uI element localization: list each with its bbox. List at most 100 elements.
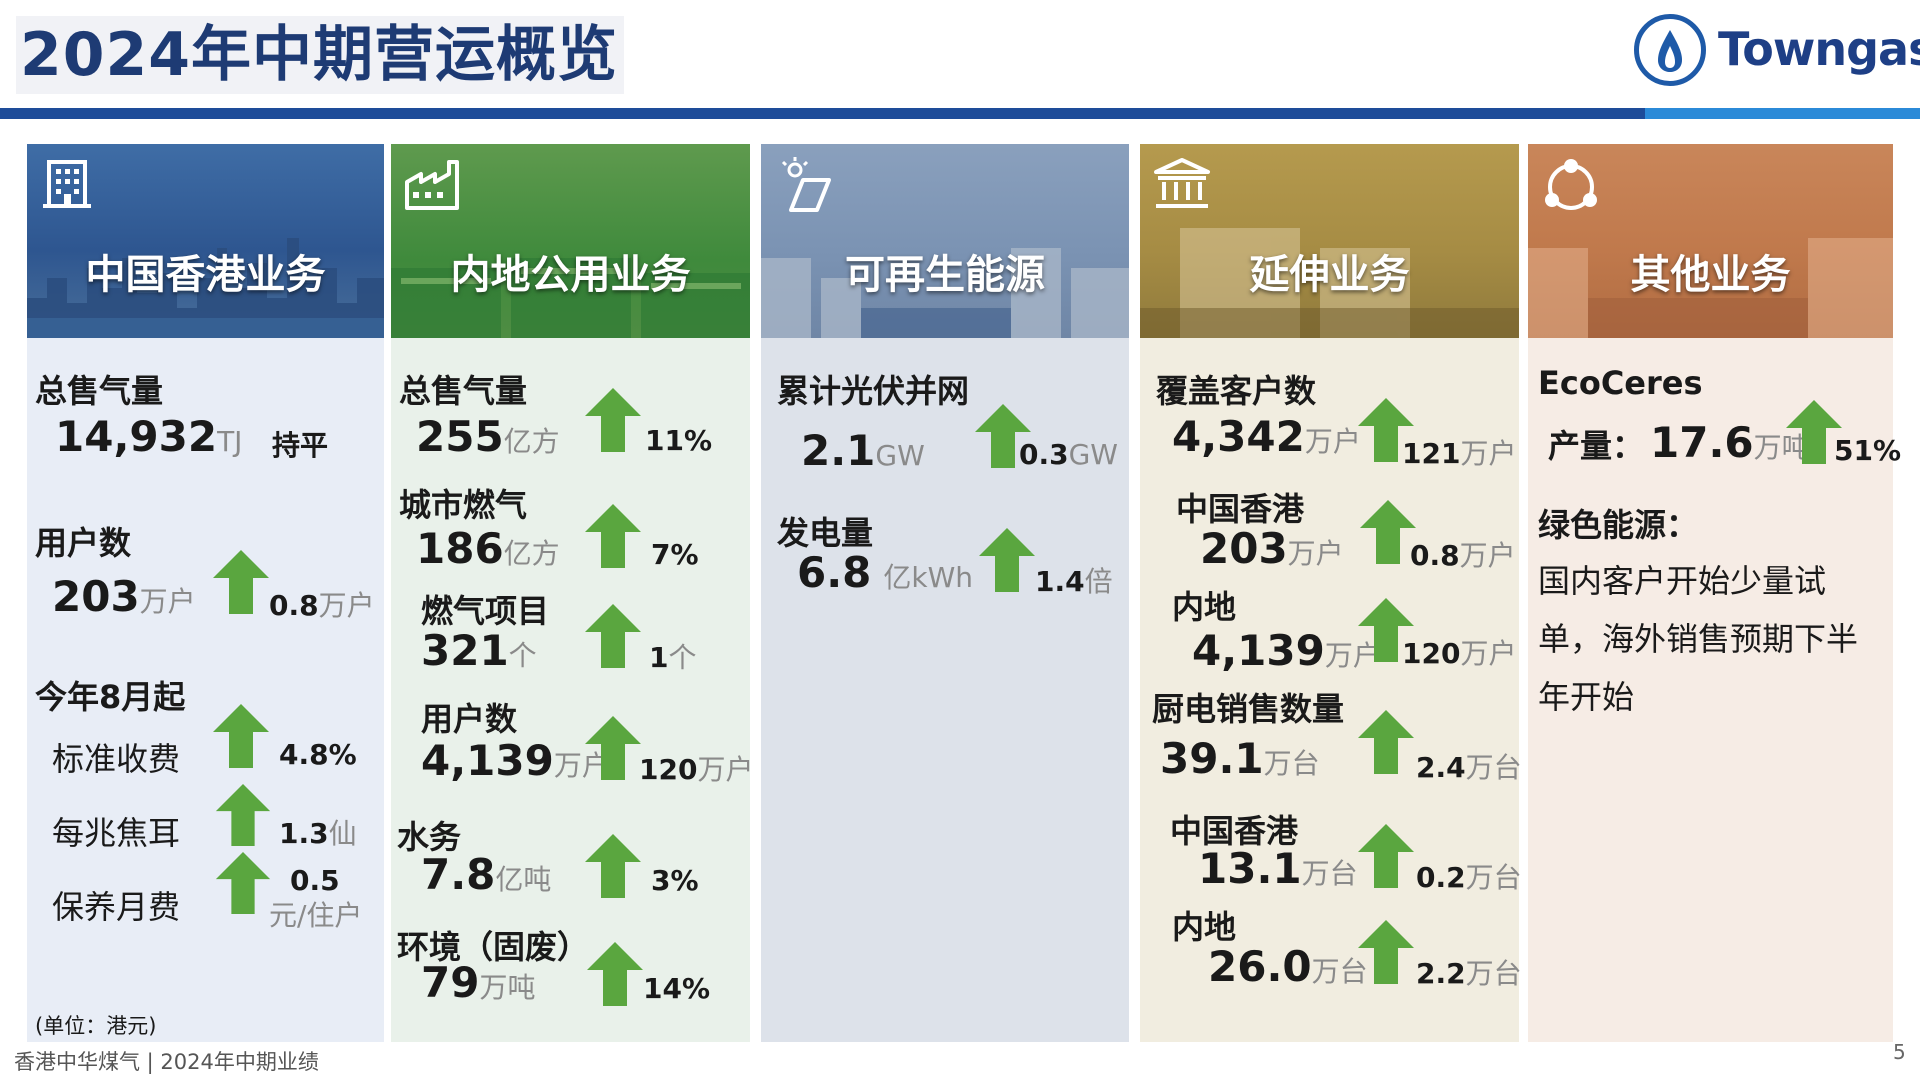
metric-label: 今年8月起: [35, 678, 186, 716]
metric-value: 39.1: [1160, 734, 1264, 783]
up-arrow-icon: [975, 404, 1031, 468]
up-arrow-icon: [213, 704, 269, 768]
banner-other: 其他业务: [1528, 144, 1893, 338]
metric-value: 13.1: [1198, 844, 1302, 893]
metric-change-unit: 万台: [1465, 957, 1522, 990]
network-cycle-icon: [1545, 159, 1597, 210]
page-number: 5: [1893, 1040, 1906, 1064]
metric-label: 保养月费: [52, 888, 181, 926]
metric-change-unit: 倍: [1084, 565, 1113, 598]
institution-icon: [1154, 158, 1210, 208]
metric-label: 内地: [1172, 908, 1237, 946]
up-arrow-icon: [1358, 710, 1414, 774]
metric-change-unit: 元/住户: [269, 899, 363, 932]
column-body: EcoCeres 产量： 17.6万吨 51% 绿色能源： 国内客户开始少量试单，…: [1528, 338, 1901, 1042]
header-divider-accent: [1645, 108, 1920, 119]
banner-hk: 中国香港业务: [27, 144, 384, 338]
column-renewable-energy: 可再生能源 累计光伏并网 2.1GW 0.3GW 发电量 6.8 亿kWh 1.4…: [761, 144, 1129, 1042]
metric-value: 4,342: [1172, 412, 1305, 461]
column-title: 内地公用业务: [450, 252, 691, 298]
metric-unit: 个: [508, 639, 537, 672]
metric-value: 203: [52, 572, 140, 621]
metric-change: 2.4: [1416, 751, 1466, 784]
metric-value: 2.1: [801, 426, 876, 475]
column-body: 累计光伏并网 2.1GW 0.3GW 发电量 6.8 亿kWh 1.4倍: [761, 338, 1129, 1042]
metric-change: 0.8: [1410, 539, 1460, 572]
metric-label: 发电量: [777, 514, 874, 552]
column-title: 其他业务: [1630, 252, 1791, 298]
banner-extended: 延伸业务: [1140, 144, 1519, 338]
building-icon: [43, 160, 91, 208]
up-arrow-icon: [1358, 398, 1414, 462]
metric-label: 环境（固废）: [397, 928, 590, 966]
metric-label: 燃气项目: [421, 592, 550, 630]
metric-unit: 亿方: [503, 425, 560, 458]
column-title: 中国香港业务: [85, 252, 326, 298]
metric-label: 标准收费: [52, 740, 181, 778]
header-divider: [0, 108, 1645, 119]
metric-unit: 万户: [1287, 537, 1344, 570]
metric-change: 4.8%: [279, 738, 357, 771]
metric-label: 用户数: [35, 524, 132, 562]
metric-unit: 万吨: [479, 971, 536, 1004]
metric-value: 4,139: [1192, 626, 1325, 675]
metric-change-unit: 万台: [1465, 861, 1522, 894]
metric-value: 186: [416, 524, 504, 573]
towngas-logo: Towngas: [1634, 12, 1920, 94]
metric-unit: GW: [875, 439, 925, 472]
metric-change-unit: 万户: [318, 589, 375, 622]
metric-change-unit: 万户: [1460, 437, 1517, 470]
metric-unit: 亿方: [503, 537, 560, 570]
metric-unit: TJ: [217, 425, 243, 458]
column-extended-business: 延伸业务 覆盖客户数 4,342万户 121万户 中国香港 203万户 0.8万…: [1140, 144, 1522, 1042]
metric-change-unit: 个: [668, 641, 697, 674]
metric-label: 产量：: [1548, 427, 1645, 465]
up-arrow-icon: [979, 528, 1035, 592]
metric-unit: 亿吨: [495, 863, 552, 896]
metric-value: 26.0: [1208, 942, 1312, 991]
metric-change: 120: [639, 753, 698, 786]
column-title: 可再生能源: [845, 252, 1045, 298]
up-arrow-icon: [215, 784, 271, 846]
up-arrow-icon: [585, 716, 641, 780]
column-body: 覆盖客户数 4,342万户 121万户 中国香港 203万户 0.8万户 内地 …: [1140, 338, 1522, 1042]
metric-label: 每兆焦耳: [52, 814, 181, 852]
metric-value: 255: [416, 412, 504, 461]
unit-footnote: (单位：港元): [35, 1014, 157, 1038]
metric-change-unit: 万户: [1459, 539, 1516, 572]
metric-change: 持平: [272, 429, 329, 462]
metric-change: 3%: [651, 864, 699, 897]
metric-change: 121: [1402, 437, 1461, 470]
metric-change-unit: 仙: [328, 817, 357, 850]
metric-unit: 万户: [553, 749, 610, 782]
footer-company: 香港中华煤气 | 2024年中期业绩: [14, 1050, 319, 1074]
metric-change-unit: 万台: [1465, 751, 1522, 784]
metric-value: 321: [421, 626, 509, 675]
metric-change: 14%: [643, 972, 711, 1005]
banner-mainland: 内地公用业务: [391, 144, 750, 338]
metric-value: 7.8: [421, 850, 496, 899]
metric-change-unit: 万户: [697, 753, 754, 786]
up-arrow-icon: [1358, 598, 1414, 662]
banner-renewable: 可再生能源: [761, 144, 1129, 338]
up-arrow-icon: [1360, 500, 1416, 564]
metric-label: 厨电销售数量: [1152, 690, 1345, 728]
metric-value: 79: [421, 958, 480, 1007]
metric-change-unit: GW: [1068, 438, 1118, 471]
up-arrow-icon: [1786, 400, 1842, 464]
metric-value: 4,139: [421, 736, 554, 785]
metric-value: 14,932: [55, 412, 218, 461]
metric-value: 203: [1200, 524, 1288, 573]
up-arrow-icon: [1358, 920, 1414, 984]
page-title: 2024年中期营运概览: [16, 16, 624, 94]
metric-change: 1.4: [1035, 565, 1085, 598]
green-energy-description: 国内客户开始少量试单，海外销售预期下半年开始: [1538, 562, 1859, 716]
metric-value: 17.6: [1650, 418, 1754, 467]
metric-change: 11%: [645, 424, 713, 457]
up-arrow-icon: [585, 604, 641, 668]
metric-label: 中国香港: [1170, 812, 1299, 850]
metric-unit: 亿kWh: [883, 561, 974, 594]
metric-label: 总售气量: [399, 372, 528, 410]
up-arrow-icon: [213, 550, 269, 614]
column-title: 延伸业务: [1249, 252, 1410, 298]
